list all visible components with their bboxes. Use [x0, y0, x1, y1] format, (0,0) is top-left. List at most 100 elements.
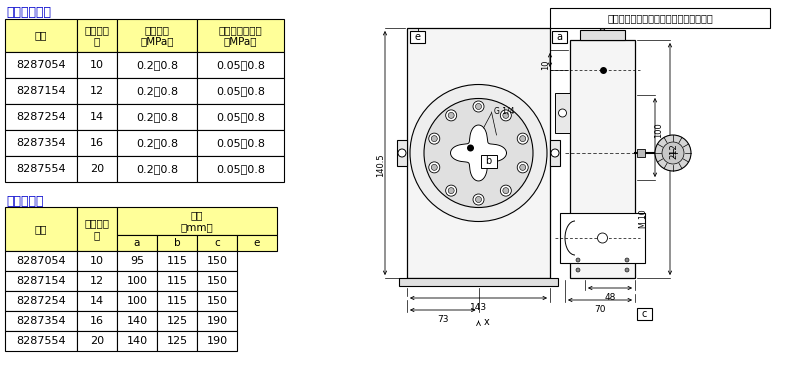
Bar: [197, 271, 237, 291]
Text: 70: 70: [594, 305, 606, 314]
Bar: [5, 291, 77, 311]
Bar: [237, 235, 277, 251]
Circle shape: [518, 133, 528, 144]
Bar: [197, 291, 237, 311]
Bar: [77, 251, 117, 271]
Circle shape: [625, 258, 629, 262]
Text: 10: 10: [542, 60, 550, 70]
Text: 73: 73: [437, 315, 449, 324]
Text: G 1/4: G 1/4: [494, 106, 514, 115]
Text: 100: 100: [126, 296, 147, 306]
Text: 115: 115: [166, 256, 187, 266]
Text: e: e: [414, 32, 421, 42]
Circle shape: [410, 84, 547, 222]
Polygon shape: [450, 125, 506, 181]
Bar: [560, 213, 645, 263]
Text: 100: 100: [126, 276, 147, 286]
Bar: [197, 235, 237, 251]
Bar: [117, 156, 197, 182]
Text: 0.2～0.8: 0.2～0.8: [136, 60, 178, 70]
Bar: [117, 207, 277, 235]
Text: 125: 125: [166, 336, 187, 346]
Bar: [397, 140, 407, 166]
Circle shape: [446, 185, 457, 196]
Text: 0.05～0.8: 0.05～0.8: [216, 86, 265, 96]
Bar: [77, 291, 117, 311]
Bar: [77, 331, 117, 351]
Circle shape: [576, 268, 580, 272]
Circle shape: [625, 268, 629, 272]
Bar: [197, 311, 237, 331]
Bar: [117, 19, 197, 52]
Bar: [117, 130, 197, 156]
Circle shape: [446, 110, 457, 121]
Text: M 10: M 10: [638, 209, 647, 228]
Text: 型式: 型式: [34, 31, 47, 40]
Text: 0.05～0.8: 0.05～0.8: [216, 164, 265, 174]
Text: 212: 212: [670, 143, 678, 159]
Bar: [117, 251, 157, 271]
Text: 16: 16: [90, 138, 104, 148]
Bar: [407, 28, 550, 278]
Bar: [555, 93, 570, 133]
Circle shape: [518, 162, 528, 173]
Bar: [5, 207, 77, 251]
Bar: [5, 331, 77, 351]
Bar: [157, 311, 197, 331]
Text: 100: 100: [654, 122, 663, 138]
Text: a: a: [134, 238, 140, 248]
Circle shape: [473, 101, 484, 112]
Bar: [157, 235, 197, 251]
Bar: [197, 156, 284, 182]
Text: 190: 190: [206, 316, 227, 326]
Bar: [580, 30, 625, 40]
Text: 8287354: 8287354: [16, 138, 66, 148]
Circle shape: [500, 110, 511, 121]
Bar: [77, 311, 117, 331]
Text: 140.5: 140.5: [377, 153, 386, 177]
Circle shape: [429, 162, 440, 173]
Text: 8287354: 8287354: [16, 316, 66, 326]
Text: 8287254: 8287254: [16, 112, 66, 122]
Text: 190: 190: [206, 336, 227, 346]
Circle shape: [429, 133, 440, 144]
Text: ＜個別仕様＞: ＜個別仕様＞: [6, 6, 51, 19]
Text: 16: 16: [90, 316, 104, 326]
Text: 20: 20: [90, 336, 104, 346]
Text: 0.05～0.8: 0.05～0.8: [216, 112, 265, 122]
Circle shape: [503, 112, 509, 118]
Circle shape: [551, 149, 559, 157]
Bar: [399, 278, 558, 286]
Bar: [5, 271, 77, 291]
Bar: [117, 52, 197, 78]
Text: x: x: [483, 317, 490, 327]
Bar: [77, 78, 117, 104]
Bar: [157, 331, 197, 351]
Bar: [197, 331, 237, 351]
Text: ポイント
数: ポイント 数: [85, 218, 110, 240]
Text: 140: 140: [126, 316, 147, 326]
Text: 150: 150: [206, 296, 227, 306]
Circle shape: [448, 112, 454, 118]
Bar: [5, 156, 77, 182]
Circle shape: [424, 98, 533, 207]
Text: 長さ
（mm）: 長さ （mm）: [181, 210, 214, 232]
Bar: [77, 207, 117, 251]
Text: 0.05～0.8: 0.05～0.8: [216, 138, 265, 148]
Text: c: c: [214, 238, 220, 248]
Text: 115: 115: [166, 296, 187, 306]
Text: b: b: [486, 156, 492, 167]
Bar: [157, 291, 197, 311]
Bar: [197, 78, 284, 104]
Text: c: c: [642, 309, 647, 319]
Text: 14: 14: [90, 296, 104, 306]
Text: 0.05～0.8: 0.05～0.8: [216, 60, 265, 70]
Text: 20: 20: [90, 164, 104, 174]
Text: 8287054: 8287054: [16, 60, 66, 70]
Bar: [637, 149, 645, 157]
Bar: [550, 8, 770, 28]
Text: 型式: 型式: [34, 224, 47, 234]
Bar: [77, 156, 117, 182]
Text: パイロット圧力
（MPa）: パイロット圧力 （MPa）: [218, 25, 262, 46]
Text: 8287154: 8287154: [16, 86, 66, 96]
